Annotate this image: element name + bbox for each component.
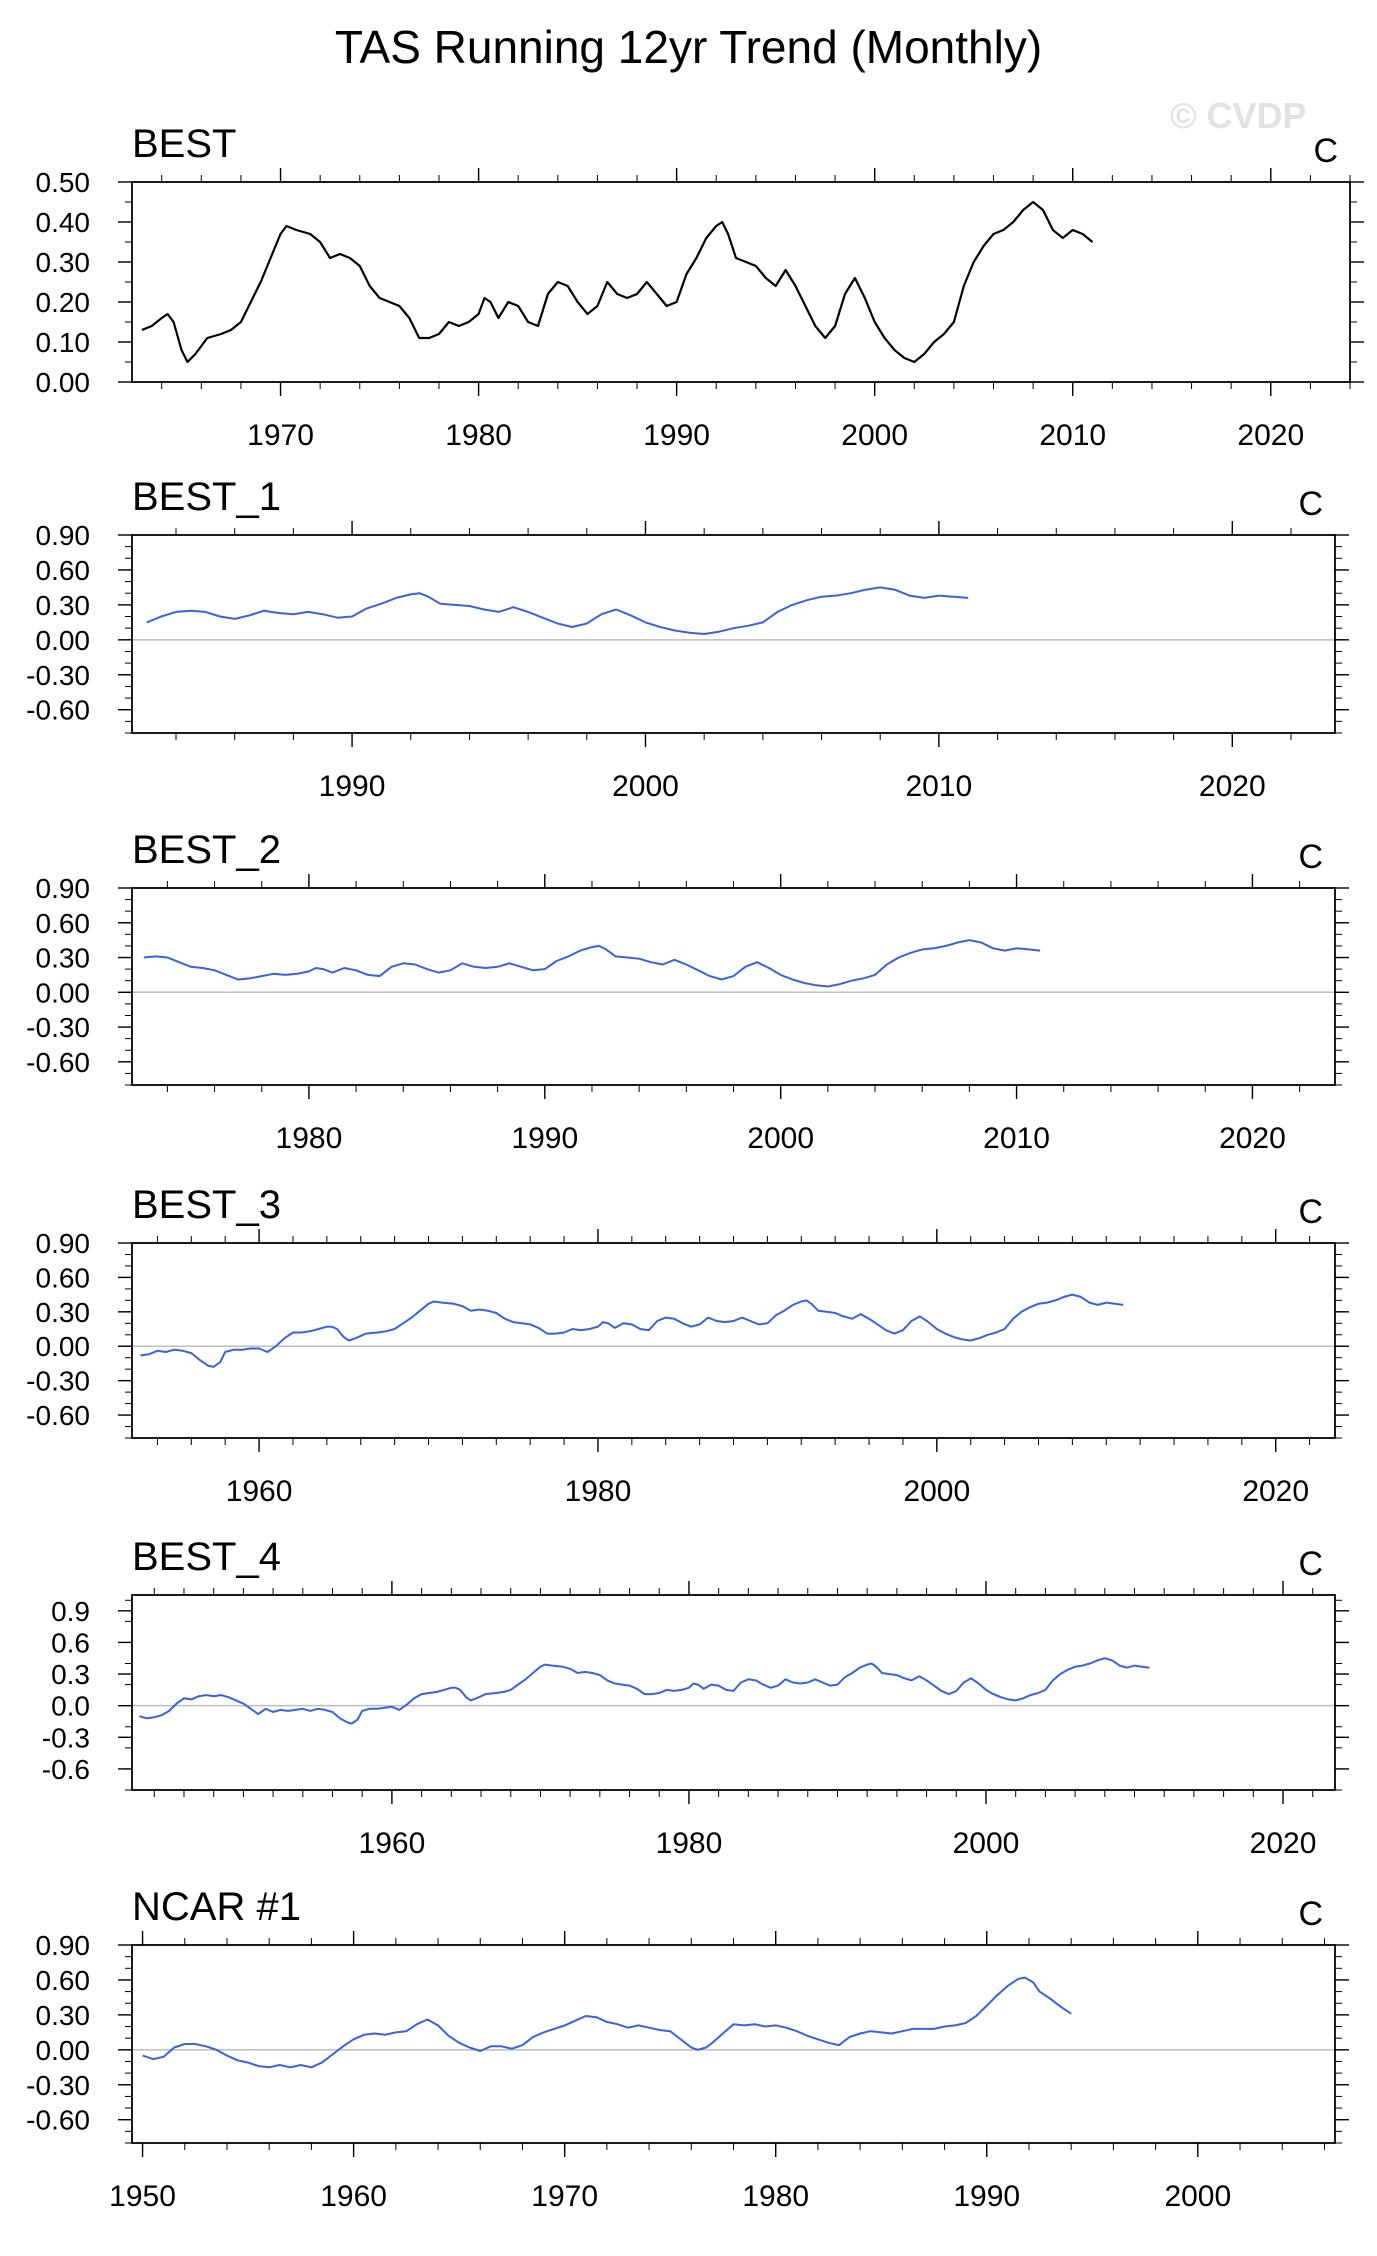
y-tick-label: 0.90 — [36, 873, 91, 904]
y-tick-label: -0.6 — [42, 1754, 90, 1785]
x-tick-label: 1980 — [742, 2180, 809, 2213]
y-tick-label: 0.00 — [36, 977, 91, 1008]
y-tick-label: 0.00 — [36, 367, 91, 398]
x-tick-label: 2000 — [841, 419, 908, 452]
y-tick-label: 0.9 — [51, 1596, 90, 1627]
x-tick-label: 2000 — [953, 1827, 1020, 1860]
x-tick-label: 1980 — [445, 419, 512, 452]
x-tick-label: 2010 — [983, 1122, 1050, 1155]
x-tick-label: 1950 — [109, 2180, 176, 2213]
y-tick-label: 0.60 — [36, 1262, 91, 1293]
panel-best-3: BEST_3 C 1960 1980 2000 2020 -0.60-0.30 0.000.3… — [26, 1183, 1349, 1508]
plot-frame — [131, 1594, 1336, 1791]
x-tick-label: 2010 — [906, 770, 973, 803]
y-tick-label: 0.90 — [36, 1930, 91, 1961]
y-tick-label: -0.3 — [42, 1722, 90, 1753]
x-tick-label: 1960 — [359, 1827, 426, 1860]
y-tick-label: -0.60 — [26, 2105, 90, 2136]
plot-frame — [131, 181, 1351, 383]
x-tick-label: 1960 — [226, 1475, 293, 1508]
units-label: C — [1313, 132, 1338, 170]
panel-best-4: BEST_4 C 1960 1980 2000 2020 -0.6-0.30.00.30.6… — [42, 1535, 1349, 1860]
y-tick-label: -0.60 — [26, 695, 90, 726]
y-tick-label: 0.00 — [36, 625, 91, 656]
units-label: C — [1298, 1193, 1323, 1231]
y-tick-label: -0.30 — [26, 2070, 90, 2101]
panel-title: BEST — [132, 122, 236, 166]
series-line — [140, 1293, 1124, 1368]
y-tick-label: 0.00 — [36, 1331, 91, 1362]
y-tick-label: -0.30 — [26, 660, 90, 691]
x-tick-label: 2000 — [1164, 2180, 1231, 2213]
y-tick-label: 0.30 — [36, 590, 91, 621]
x-tick-label: 1980 — [276, 1122, 343, 1155]
y-tick-label: 0.90 — [36, 520, 91, 551]
units-label: C — [1298, 838, 1323, 876]
panel-title: BEST_2 — [132, 828, 281, 872]
series-line — [142, 1976, 1072, 2069]
x-tick-label: 2000 — [747, 1122, 814, 1155]
series-line — [146, 586, 969, 635]
x-tick-label: 1990 — [511, 1122, 578, 1155]
y-tick-label: 0.60 — [36, 555, 91, 586]
units-label: C — [1298, 1545, 1323, 1583]
panel-ncar-1: NCAR #1 C 1950 1960 1970 1980 1990 2000 -0.60 -0.… — [26, 1885, 1349, 2213]
panel-title: BEST_4 — [132, 1535, 281, 1579]
panel-title: BEST_1 — [132, 475, 281, 519]
y-tick-label: 0.50 — [36, 167, 91, 198]
x-tick-label: 1980 — [656, 1827, 723, 1860]
y-tick-label: -0.60 — [26, 1047, 90, 1078]
y-tick-label: 0.30 — [36, 247, 91, 278]
x-tick-label: 1960 — [320, 2180, 387, 2213]
y-tick-label: -0.30 — [26, 1012, 90, 1043]
plot-frame — [131, 534, 1336, 734]
series-line — [139, 1657, 1150, 1725]
y-tick-label: 0.60 — [36, 908, 91, 939]
x-tick-label: 1990 — [953, 2180, 1020, 2213]
y-tick-label: 0.3 — [51, 1659, 90, 1690]
y-tick-label: 0.20 — [36, 287, 91, 318]
y-tick-label: -0.60 — [26, 1400, 90, 1431]
y-tick-label: 0.00 — [36, 2035, 91, 2066]
x-tick-label: 2000 — [903, 1475, 970, 1508]
panel-title: BEST_3 — [132, 1183, 281, 1227]
y-tick-label: 0.30 — [36, 1297, 91, 1328]
y-tick-label: -0.30 — [26, 1366, 90, 1397]
panel-title: NCAR #1 — [132, 1885, 301, 1929]
plot-frame — [131, 887, 1336, 1086]
y-tick-label: 0.10 — [36, 327, 91, 358]
x-tick-label: 1990 — [643, 419, 710, 452]
plot-frame — [131, 1944, 1336, 2144]
x-tick-label: 2020 — [1237, 419, 1304, 452]
y-tick-label: 0.0 — [51, 1691, 90, 1722]
watermark: © CVDP — [1170, 95, 1307, 136]
y-tick-label: 0.40 — [36, 207, 91, 238]
series-line — [141, 200, 1094, 364]
y-tick-label: 0.30 — [36, 943, 91, 974]
x-tick-label: 1970 — [531, 2180, 598, 2213]
x-tick-label: 1990 — [319, 770, 386, 803]
plot-frame — [131, 1242, 1336, 1439]
y-tick-label: 0.30 — [36, 2000, 91, 2031]
y-tick-label: 0.6 — [51, 1627, 90, 1658]
units-label: C — [1298, 485, 1323, 523]
figure-title: TAS Running 12yr Trend (Monthly) — [334, 21, 1043, 73]
panel-best: BEST C 1970 1980 1990 2000 2010 2020 0.00 0.10 0.2… — [36, 122, 1364, 452]
x-tick-label: 2020 — [1242, 1475, 1309, 1508]
x-tick-label: 2000 — [612, 770, 679, 803]
series-line — [143, 939, 1041, 988]
panel-best-1: BEST_1 C 1990 2000 2010 2020 -0.60 -0.30 0.00 0.3… — [26, 475, 1349, 803]
x-tick-label: 2020 — [1199, 770, 1266, 803]
units-label: C — [1298, 1895, 1323, 1933]
y-tick-label: 0.60 — [36, 1965, 91, 1996]
panel-best-2: BEST_2 C 1980 1990 2000 2010 2020 -0.60 -0.30 0.0… — [26, 828, 1349, 1155]
x-tick-label: 1980 — [565, 1475, 632, 1508]
x-tick-label: 1970 — [247, 419, 314, 452]
y-tick-label: 0.90 — [36, 1228, 91, 1259]
x-tick-label: 2010 — [1039, 419, 1106, 452]
x-tick-label: 2020 — [1219, 1122, 1286, 1155]
x-tick-label: 2020 — [1250, 1827, 1317, 1860]
